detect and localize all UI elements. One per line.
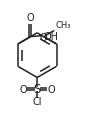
Text: OH: OH — [43, 31, 58, 41]
Text: Cl: Cl — [32, 96, 42, 106]
Text: CH₃: CH₃ — [55, 21, 71, 30]
Text: S: S — [33, 82, 41, 95]
Text: O: O — [47, 84, 55, 94]
Text: O: O — [19, 84, 27, 94]
Text: O: O — [40, 32, 47, 42]
Text: O: O — [27, 13, 35, 22]
